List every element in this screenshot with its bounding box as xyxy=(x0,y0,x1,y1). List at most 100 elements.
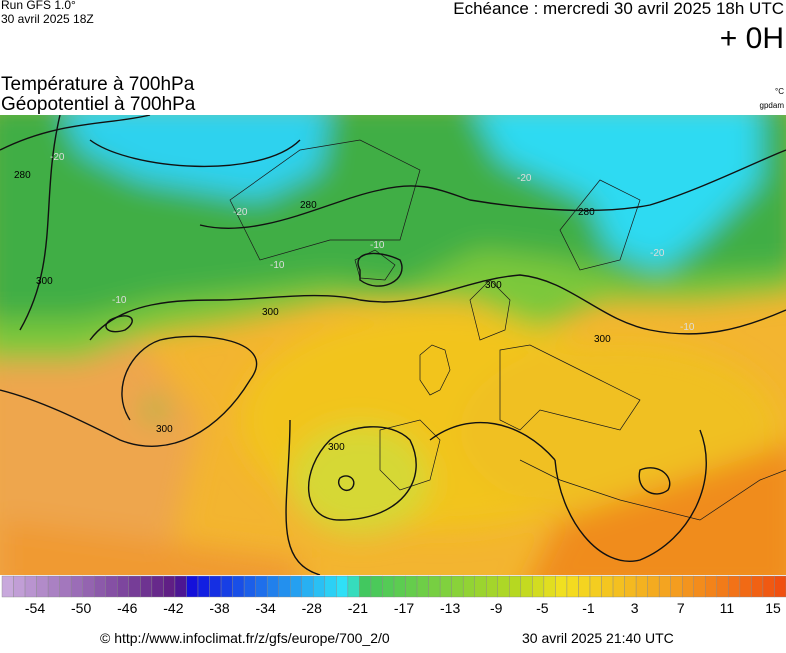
contour-label: 280 xyxy=(300,200,317,211)
colorbar-swatch xyxy=(774,575,786,598)
colorbar-swatch xyxy=(762,575,775,598)
colorbar-swatch xyxy=(128,575,141,598)
colorbar-swatch xyxy=(174,575,187,598)
colorbar-swatch xyxy=(670,575,683,598)
contour-label: 280 xyxy=(578,207,595,218)
colorbar-swatch xyxy=(105,575,118,598)
colorbar-label: -50 xyxy=(71,600,91,616)
colorbar-swatch xyxy=(716,575,729,598)
colorbar-label: -5 xyxy=(536,600,549,616)
contour-label: -20 xyxy=(517,173,532,184)
contour-label: 300 xyxy=(485,280,502,291)
colorbar-swatch xyxy=(647,575,660,598)
colorbar-swatch xyxy=(612,575,625,598)
colorbar-swatch xyxy=(416,575,429,598)
contour-label: -20 xyxy=(233,207,248,218)
colorbar-swatch xyxy=(543,575,556,598)
colorbar-swatch xyxy=(255,575,268,598)
colorbar-label: -9 xyxy=(490,600,503,616)
run-date: 30 avril 2025 18Z xyxy=(1,12,94,26)
colorbar-label: 15 xyxy=(765,600,781,616)
colorbar-swatch xyxy=(405,575,418,598)
colorbar: -54 -50 -46 -42 -38 -34 -28 -21 -17 -13 -9 -5 -1 3 7 11… xyxy=(1,575,786,616)
colorbar-swatch xyxy=(36,575,49,598)
colorbar-swatch xyxy=(324,575,337,598)
colorbar-swatch xyxy=(682,575,694,598)
colorbar-swatch xyxy=(693,575,706,598)
colorbar-swatch xyxy=(347,575,360,598)
colorbar-swatch xyxy=(635,575,648,598)
colorbar-swatch xyxy=(140,575,153,598)
colorbar-swatch xyxy=(290,575,302,598)
colorbar-swatch xyxy=(197,575,210,598)
colorbar-label: -54 xyxy=(25,600,45,616)
colorbar-swatch xyxy=(601,575,614,598)
colorbar-swatch xyxy=(359,575,372,598)
colorbar-swatch xyxy=(751,575,764,598)
colorbar-label: -42 xyxy=(163,600,183,616)
title: Géopotentiel à 700hPa xyxy=(1,94,196,115)
colorbar-swatch xyxy=(555,575,568,598)
colorbar-swatch xyxy=(439,575,452,598)
colorbar-swatch xyxy=(497,575,510,598)
colorbar-swatch xyxy=(151,575,164,598)
contour-label: 300 xyxy=(594,334,611,345)
colorbar-swatch xyxy=(428,575,441,598)
colorbar-swatch xyxy=(705,575,718,598)
contour-label: 300 xyxy=(262,307,279,318)
contour-label: -20 xyxy=(50,152,65,163)
colorbar-swatch xyxy=(509,575,522,598)
colorbar-label: -17 xyxy=(394,600,414,616)
colorbar-swatch xyxy=(451,575,464,598)
colorbar-swatch xyxy=(578,575,591,598)
colorbar-swatch xyxy=(658,575,671,598)
timestamp: 30 avril 2025 21:40 UTC xyxy=(522,630,674,646)
colorbar-swatch xyxy=(624,575,637,598)
map: 280 280 280 300 300 300 300 300 300 -20 … xyxy=(0,115,786,575)
colorbar-swatch xyxy=(117,575,130,598)
colorbar-swatch xyxy=(24,575,37,598)
colorbar-label: -21 xyxy=(348,600,368,616)
title: Température à 700hPa xyxy=(1,74,195,95)
colorbar-swatch xyxy=(47,575,60,598)
colorbar-swatch xyxy=(70,575,83,598)
colorbar-swatch xyxy=(301,575,314,598)
unit-label: gpdam xyxy=(760,101,785,110)
colorbar-swatch xyxy=(739,575,752,598)
colorbar-swatch xyxy=(278,575,291,598)
colorbar-swatch xyxy=(566,575,579,598)
unit-label: °C xyxy=(775,87,784,96)
colorbar-swatch xyxy=(462,575,475,598)
colorbar-swatch xyxy=(266,575,279,598)
colorbar-swatch xyxy=(728,575,741,598)
colorbar-swatch xyxy=(486,575,498,598)
colorbar-swatch xyxy=(370,575,383,598)
forecast-offset: + 0H xyxy=(720,22,784,55)
colorbar-swatch xyxy=(520,575,533,598)
contour-label: -10 xyxy=(680,322,695,333)
contour-label: 300 xyxy=(36,276,53,287)
contour-label: 300 xyxy=(328,442,345,453)
colorbar-swatch xyxy=(209,575,222,598)
colorbar-swatch xyxy=(313,575,326,598)
colorbar-label: 7 xyxy=(677,600,685,616)
contour-label: 280 xyxy=(14,170,31,181)
colorbar-label: -46 xyxy=(117,600,137,616)
colorbar-swatch xyxy=(474,575,487,598)
forecast-label: Echéance : mercredi 30 avril 2025 18h UT… xyxy=(453,0,784,18)
contour-label: 300 xyxy=(156,424,173,435)
colorbar-swatch xyxy=(532,575,545,598)
colorbar-swatch xyxy=(13,575,26,598)
colorbar-swatch xyxy=(94,575,106,598)
contour-label: -10 xyxy=(270,260,285,271)
colorbar-swatch xyxy=(243,575,256,598)
run-label: Run GFS 1.0° xyxy=(1,0,76,12)
colorbar-swatch xyxy=(232,575,245,598)
contour-label: -10 xyxy=(370,240,385,251)
colorbar-swatch xyxy=(589,575,602,598)
colorbar-label: 3 xyxy=(631,600,639,616)
colorbar-swatch xyxy=(393,575,406,598)
contour-label: -20 xyxy=(650,248,665,259)
colorbar-swatch xyxy=(163,575,176,598)
